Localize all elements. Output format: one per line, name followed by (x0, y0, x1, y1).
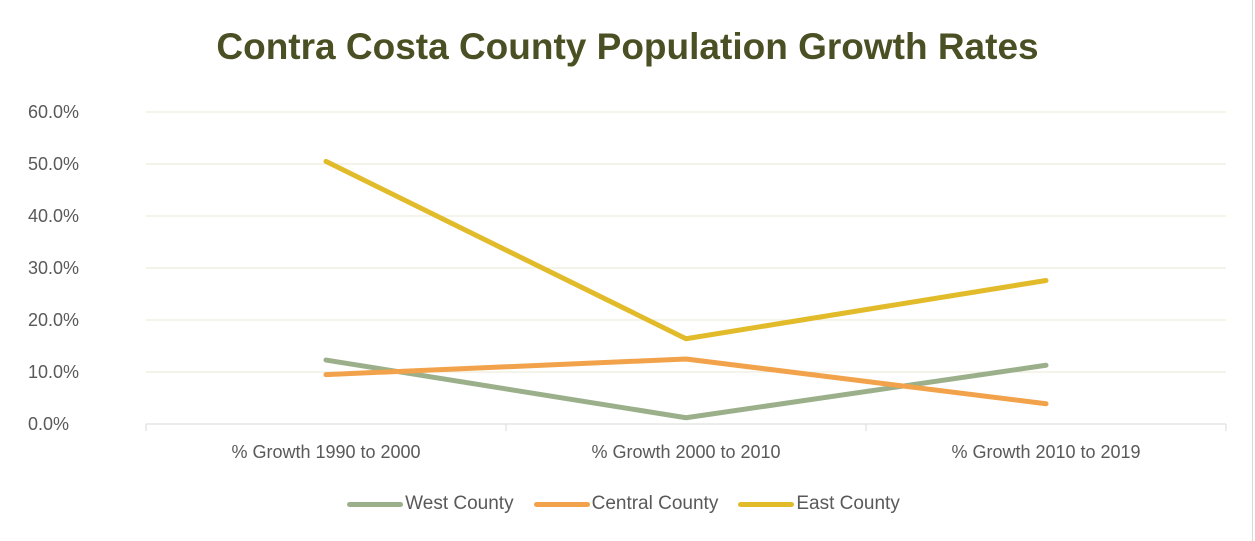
y-tick-label: 0.0% (28, 414, 69, 434)
series-line-east-county (323, 158, 1049, 342)
legend-label: East County (796, 493, 900, 514)
legend-item-east-county: East County (738, 493, 900, 515)
legend-swatch-west-county (347, 501, 404, 507)
legend-swatch-central-county (533, 501, 590, 507)
y-tick-label: 20.0% (28, 310, 79, 330)
x-tick-label: % Growth 2000 to 2010 (591, 442, 780, 462)
y-tick-label: 10.0% (28, 362, 79, 382)
x-tick-label: % Growth 2010 to 2019 (951, 442, 1140, 462)
legend-label: West County (405, 493, 514, 514)
y-tick-label: 50.0% (28, 154, 79, 174)
series-line-central-county (323, 356, 1049, 407)
series-line-west-county (323, 357, 1049, 421)
chart-title: Contra Costa County Population Growth Ra… (216, 26, 1039, 67)
y-tick-label: 30.0% (28, 258, 79, 278)
legend-item-west-county: West County (347, 493, 514, 515)
legend-label: Central County (591, 493, 719, 514)
y-tick-label: 60.0% (28, 102, 79, 122)
legend: West County Central County East County (0, 493, 1255, 515)
y-tick-label: 40.0% (28, 206, 79, 226)
x-tick-label: % Growth 1990 to 2000 (231, 442, 420, 462)
legend-item-central-county: Central County (533, 493, 719, 515)
legend-swatch-east-county (738, 501, 795, 507)
